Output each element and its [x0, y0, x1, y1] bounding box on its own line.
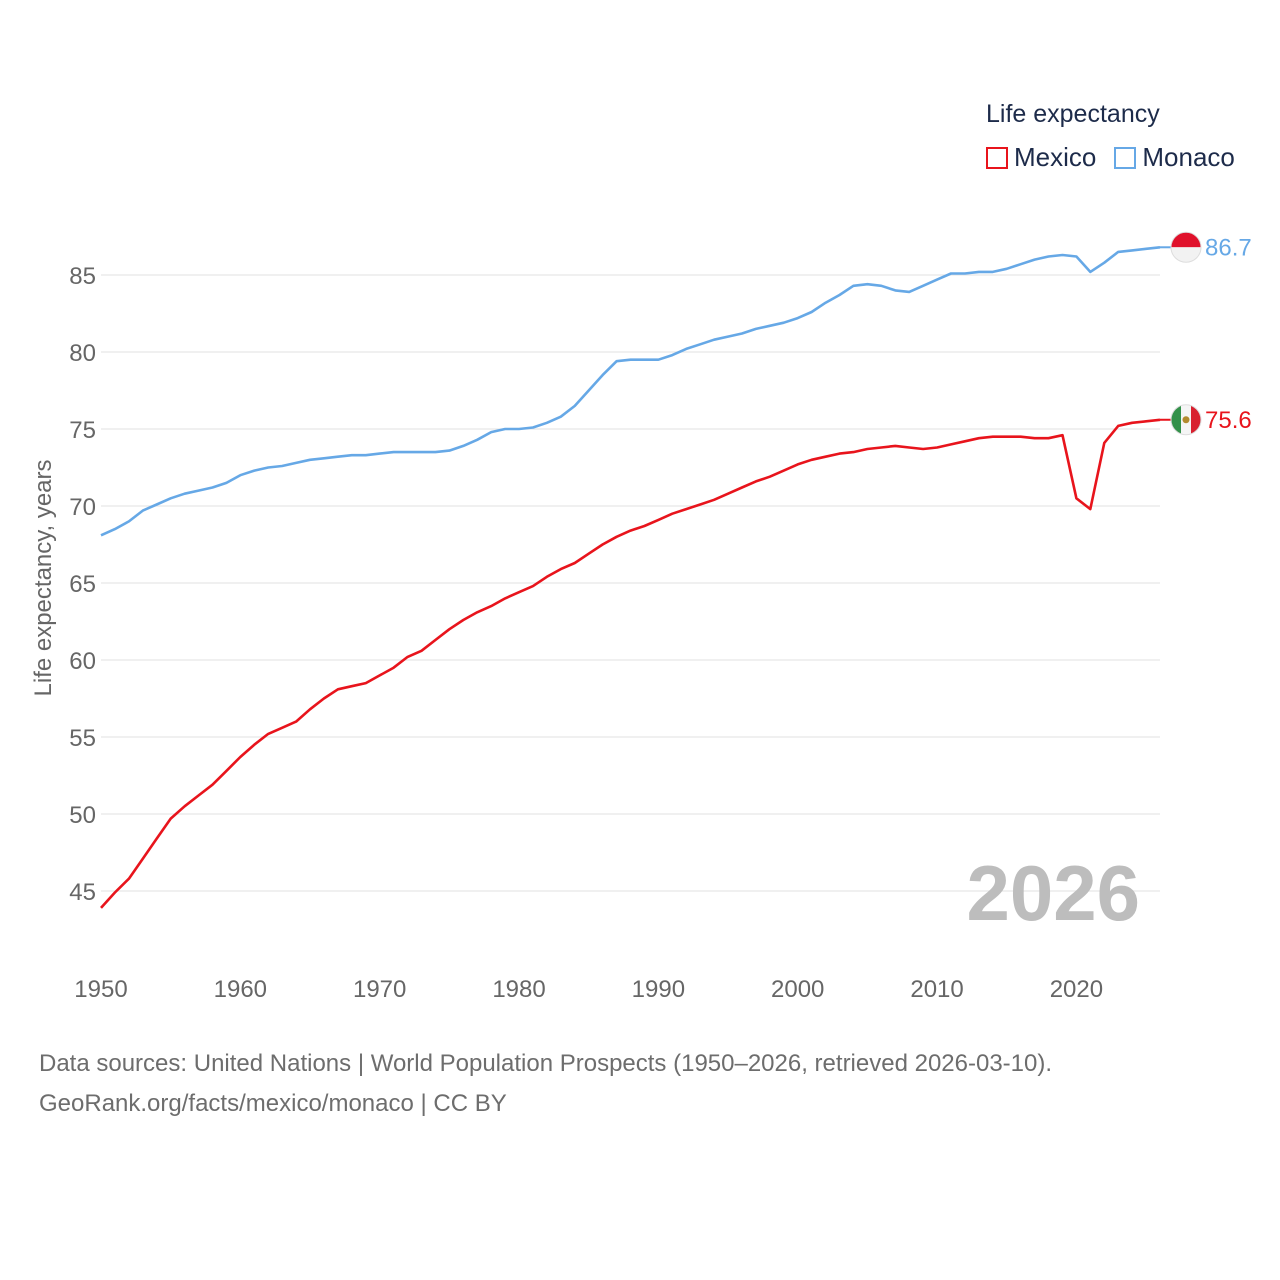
- x-tick-2020: 2020: [1050, 976, 1103, 1003]
- y-tick-50: 50: [69, 802, 96, 829]
- source-line-1: Data sources: United Nations | World Pop…: [39, 1050, 1053, 1077]
- series-line-mexico: [100, 418, 1161, 909]
- end-value-monaco: 86.7: [1205, 234, 1252, 261]
- legend-swatch-monaco: [1114, 146, 1137, 169]
- y-tick-85: 85: [69, 263, 96, 290]
- line-chart: 45 50 55 60 65 70 75 80 85 1950 1960 1970 1980 1990 2…: [30, 231, 1252, 1003]
- source-line-2[interactable]: GeoRank.org/facts/mexico/monaco | CC BY: [39, 1090, 507, 1117]
- legend-label-mexico: Mexico: [1014, 142, 1097, 172]
- x-tick-1980: 1980: [492, 976, 545, 1003]
- x-axis: 1950 1960 1970 1980 1990 2000 2010 2020: [74, 976, 1103, 1003]
- legend-item-monaco[interactable]: Monaco: [1114, 142, 1235, 173]
- legend-label-monaco: Monaco: [1142, 142, 1235, 172]
- y-tick-70: 70: [69, 494, 96, 521]
- x-tick-1990: 1990: [632, 976, 685, 1003]
- data-source: Data sources: United Nations | World Pop…: [39, 1044, 1052, 1124]
- legend-swatch-mexico: [986, 146, 1008, 169]
- y-tick-80: 80: [69, 340, 96, 367]
- end-markers: 75.6 86.7: [1160, 231, 1252, 436]
- series-line-monaco: [100, 246, 1161, 537]
- x-tick-1950: 1950: [74, 976, 127, 1003]
- legend: Mexico Monaco: [986, 142, 1253, 173]
- y-tick-75: 75: [69, 417, 96, 444]
- y-tick-55: 55: [69, 725, 96, 752]
- legend-item-mexico[interactable]: Mexico: [986, 142, 1096, 173]
- y-tick-45: 45: [69, 879, 96, 906]
- flag-mexico-icon: [1170, 404, 1202, 436]
- x-tick-2010: 2010: [910, 976, 963, 1003]
- y-tick-60: 60: [69, 648, 96, 675]
- y-tick-65: 65: [69, 571, 96, 598]
- end-value-mexico: 75.6: [1205, 407, 1252, 434]
- legend-title: Life expectancy: [986, 100, 1160, 128]
- year-watermark: 2026: [966, 849, 1140, 937]
- series-group: [100, 246, 1161, 909]
- x-tick-1970: 1970: [353, 976, 406, 1003]
- x-tick-2000: 2000: [771, 976, 824, 1003]
- y-axis: 45 50 55 60 65 70 75 80 85: [69, 263, 96, 906]
- grid: [101, 274, 1160, 892]
- x-tick-1960: 1960: [214, 976, 267, 1003]
- y-axis-label: Life expectancy, years: [30, 459, 57, 696]
- flag-monaco-icon: [1170, 231, 1202, 263]
